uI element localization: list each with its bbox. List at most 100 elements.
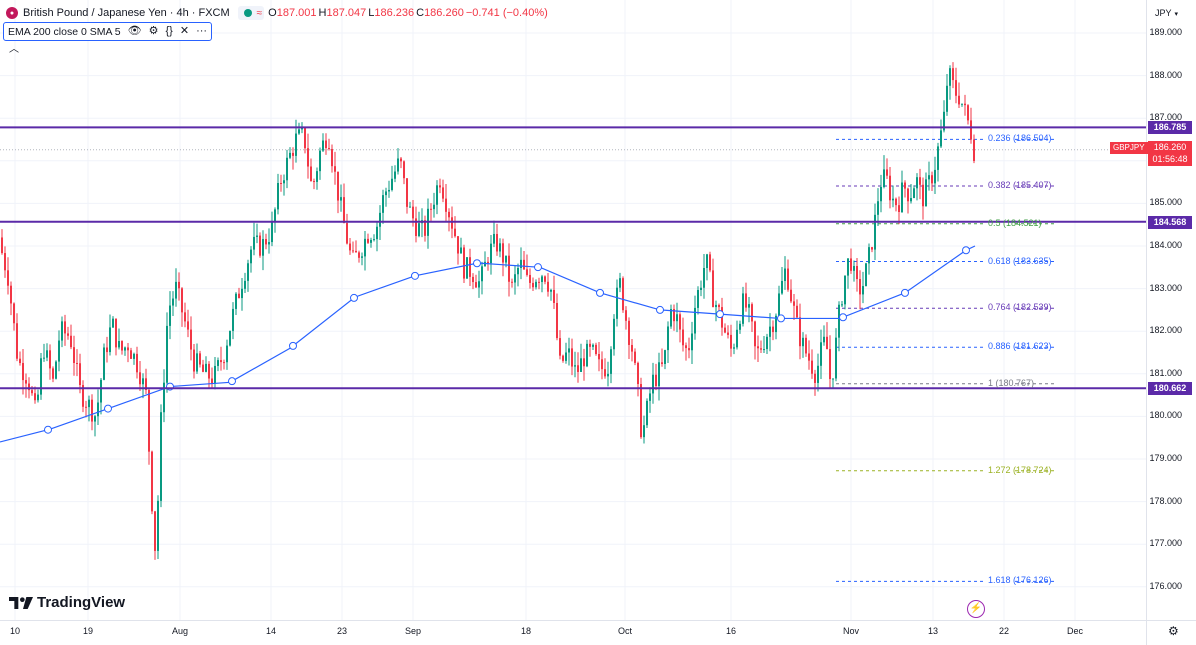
- ema-marker: [839, 313, 847, 322]
- candle-body: [262, 239, 264, 256]
- candle-body: [412, 206, 414, 219]
- x-tick-label: Oct: [617, 626, 633, 636]
- candle-body: [298, 129, 300, 134]
- candle-body: [232, 308, 234, 331]
- candle-body: [745, 293, 747, 308]
- ema-line: [0, 245, 976, 443]
- candle-body: [457, 236, 459, 254]
- candle-body: [799, 317, 801, 347]
- x-tick-label: 16: [725, 626, 737, 636]
- candle-body: [280, 182, 282, 184]
- candle-body: [247, 263, 249, 281]
- candle-body: [547, 281, 549, 292]
- candle-body: [763, 349, 765, 351]
- candle-body: [706, 254, 708, 269]
- chevron-up-icon[interactable]: ︿: [9, 44, 19, 55]
- candle-body: [10, 285, 12, 304]
- candle-body: [601, 359, 603, 370]
- eye-icon[interactable]: 👁: [127, 25, 142, 37]
- candle-body: [859, 279, 861, 295]
- candle-body: [916, 177, 918, 189]
- ema-marker: [901, 288, 909, 297]
- y-tick-label: 178.000: [1149, 495, 1182, 506]
- code-icon[interactable]: {}: [165, 25, 173, 37]
- indicator-legend[interactable]: EMA 200 close 0 SMA 5 👁 ⚙ {} ✕ ···: [3, 22, 213, 41]
- horizontal-level-tag[interactable]: 180.662: [1148, 382, 1192, 396]
- candle-body: [688, 348, 690, 351]
- candle-body: [847, 258, 849, 276]
- candle-body: [904, 182, 906, 189]
- candle-body: [388, 189, 390, 192]
- candle-body: [496, 233, 498, 252]
- candle-body: [964, 103, 966, 106]
- last-price: 186.260: [1153, 142, 1187, 152]
- market-status[interactable]: ≈: [237, 6, 265, 20]
- candle-body: [349, 243, 351, 251]
- alert-icon[interactable]: ⚡: [967, 600, 985, 618]
- candle-body: [133, 353, 135, 359]
- ema-marker: [473, 259, 481, 268]
- horizontal-level-tag[interactable]: 186.785: [1148, 121, 1192, 135]
- horizontal-level-tag[interactable]: 184.568: [1148, 215, 1192, 229]
- candle-body: [778, 293, 780, 316]
- ema-marker: [350, 293, 358, 302]
- candle-body: [508, 255, 510, 282]
- candle-body: [25, 380, 27, 384]
- candle-body: [325, 140, 327, 149]
- candle-body: [931, 175, 933, 184]
- x-tick-label: Nov: [842, 626, 860, 636]
- candle-body: [337, 171, 339, 201]
- currency-selector[interactable]: JPY ▾: [1155, 8, 1178, 18]
- bar-countdown: 01:56:48: [1152, 154, 1188, 164]
- candle-body: [205, 363, 207, 372]
- candle-body: [424, 220, 426, 236]
- candle-body: [829, 349, 831, 380]
- candle-body: [124, 347, 126, 351]
- settings-gear-icon[interactable]: ⚙: [1168, 624, 1179, 638]
- candle-body: [163, 382, 165, 413]
- candle-body: [454, 228, 456, 237]
- candlestick-series: [1, 62, 975, 560]
- candle-body: [385, 191, 387, 196]
- close-icon[interactable]: ✕: [179, 25, 190, 37]
- candle-body: [4, 253, 6, 271]
- gear-icon[interactable]: ⚙: [148, 25, 159, 37]
- x-tick-label: 14: [265, 626, 277, 636]
- ohlc-open: O187.001: [268, 7, 317, 19]
- candle-body: [649, 393, 651, 401]
- candle-body: [184, 312, 186, 322]
- candle-body: [403, 161, 405, 179]
- candle-body: [589, 343, 591, 347]
- y-tick-label: 177.000: [1149, 538, 1182, 549]
- candle-body: [529, 274, 531, 283]
- candle-body: [88, 399, 90, 408]
- candle-body: [526, 269, 528, 275]
- candle-body: [34, 393, 36, 401]
- y-tick-label: 189.000: [1149, 27, 1182, 37]
- candle-body: [28, 383, 30, 391]
- candle-body: [901, 182, 903, 213]
- candle-body: [475, 282, 477, 288]
- candle-body: [895, 198, 897, 206]
- candle-body: [928, 175, 930, 180]
- candle-body: [640, 384, 642, 438]
- candle-body: [748, 304, 750, 308]
- ema-marker: [228, 377, 236, 386]
- candle-body: [355, 250, 357, 253]
- candle-body: [118, 341, 120, 348]
- candle-body: [661, 362, 663, 364]
- ema-marker: [777, 314, 785, 323]
- tradingview-logo[interactable]: TradingView: [9, 594, 125, 611]
- candle-body: [352, 250, 354, 252]
- candle-body: [94, 416, 96, 422]
- symbol-title[interactable]: British Pound / Japanese Yen · 4h · FXCM: [23, 7, 230, 19]
- fib-level-label: 0.618 (183.635): [988, 255, 1052, 266]
- candle-body: [544, 276, 546, 282]
- more-icon[interactable]: ···: [196, 25, 208, 37]
- price-change: −0.741 (−0.40%): [465, 7, 548, 19]
- candle-body: [583, 358, 585, 367]
- candle-body: [256, 235, 258, 237]
- candle-body: [622, 278, 624, 311]
- candle-body: [784, 268, 786, 281]
